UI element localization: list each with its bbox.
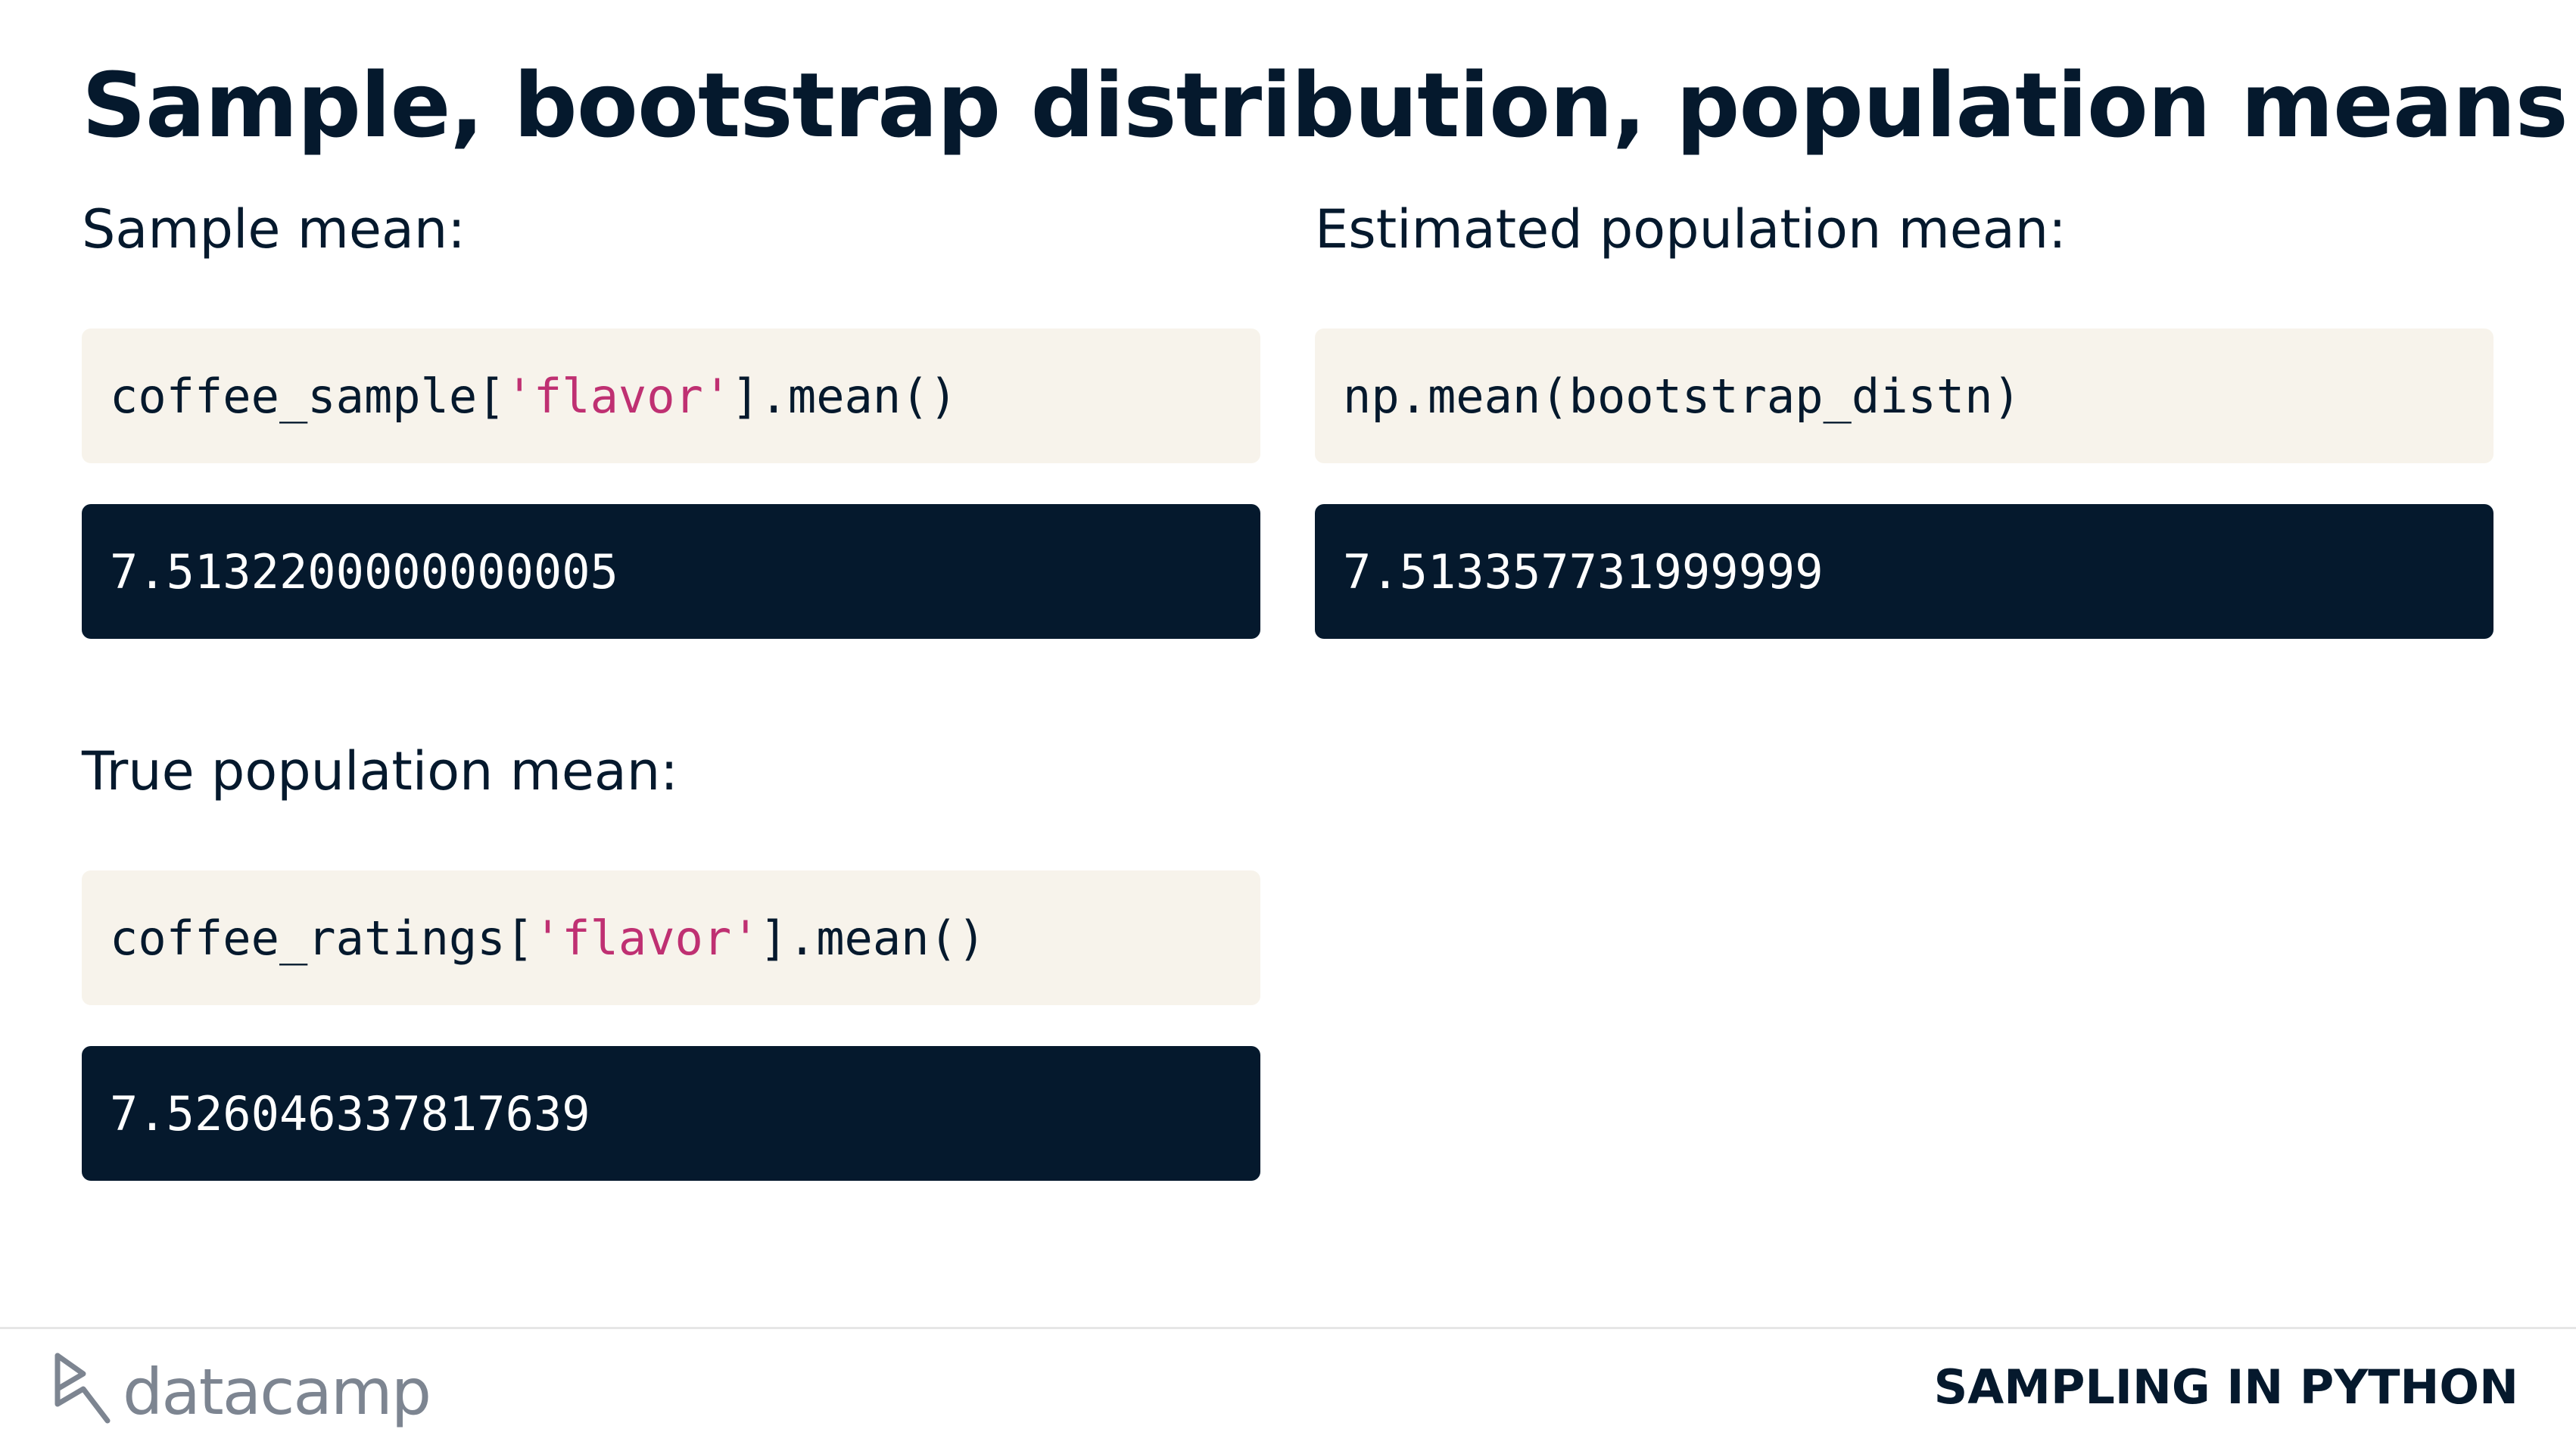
code-block: np.mean(bootstrap_distn) xyxy=(1315,328,2493,463)
footer-rule xyxy=(0,1327,2576,1329)
course-name: SAMPLING IN PYTHON xyxy=(1933,1359,2518,1415)
code-block: coffee_ratings['flavor'].mean() xyxy=(82,870,1260,1005)
code-text: coffee_sample[ xyxy=(110,368,506,424)
code-text: ].mean() xyxy=(759,910,986,966)
slide-title: Sample, bootstrap distribution, populati… xyxy=(82,53,2568,157)
code-string: 'flavor' xyxy=(505,368,732,424)
code-block: coffee_sample['flavor'].mean() xyxy=(82,328,1260,463)
output-text: 7.5132200000000005 xyxy=(110,543,618,599)
code-text: np.mean(bootstrap_distn) xyxy=(1343,368,2021,424)
logo-icon xyxy=(55,1353,111,1424)
section-label: True population mean: xyxy=(82,740,678,802)
code-string: 'flavor' xyxy=(533,910,760,966)
section-label: Sample mean: xyxy=(82,198,466,260)
brand-name: datacamp xyxy=(123,1355,431,1429)
code-text: ].mean() xyxy=(731,368,958,424)
output-block: 7.5132200000000005 xyxy=(82,504,1260,639)
output-text: 7.526046337817639 xyxy=(110,1085,590,1141)
code-text: coffee_ratings[ xyxy=(110,910,534,966)
section-label: Estimated population mean: xyxy=(1315,198,2067,260)
output-block: 7.513357731999999 xyxy=(1315,504,2493,639)
output-text: 7.513357731999999 xyxy=(1343,543,1824,599)
output-block: 7.526046337817639 xyxy=(82,1046,1260,1181)
